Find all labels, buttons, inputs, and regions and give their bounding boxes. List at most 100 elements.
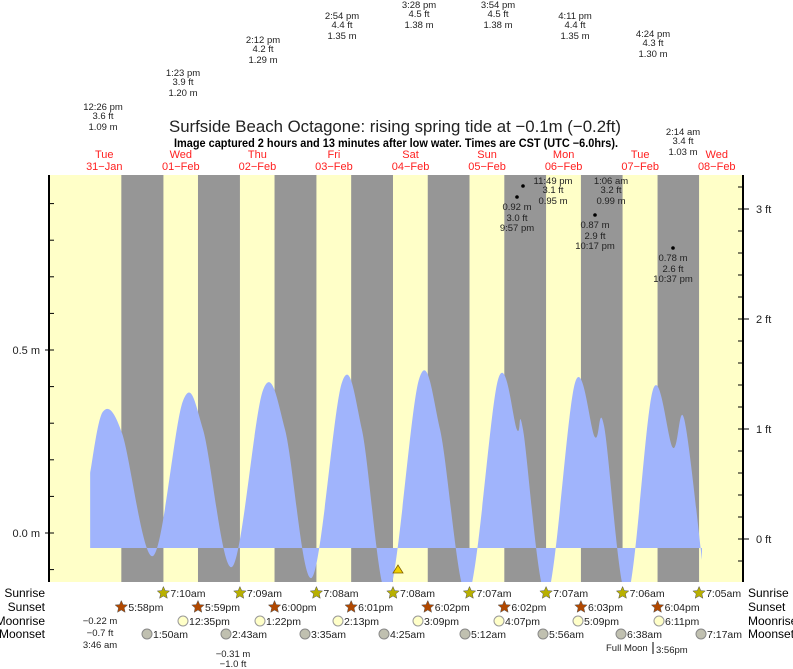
high-tide-dot [521,184,525,188]
sunset-icon [650,599,665,613]
sunset-icon [191,599,205,613]
sunset-time: 6:03pm [588,602,623,614]
dot-label-time: 9:57 pm [500,223,534,234]
moonset-time: 2:43am [232,629,267,641]
moon-phase-label: Full Moon [606,643,648,654]
sunrise-time: 7:07am [477,588,512,600]
high-tide-time: 3:28 pm [402,0,436,11]
moonrise-time: 4:07pm [505,616,540,628]
moonset-icon [459,628,471,640]
right-tick-label: 1 ft [756,424,771,436]
high-tide-m: 1.35 m [327,31,356,42]
left-tick-label: 0.0 m [12,528,40,540]
sunrise-time: 7:05am [706,588,741,600]
chart-subtitle: Image captured 2 hours and 13 minutes af… [174,138,618,150]
sunrise-icon [462,585,477,599]
low-tide-m: −0.31 m [216,649,251,660]
right-tick-label: 0 ft [756,534,771,546]
sunset-time: 6:01pm [358,602,393,614]
high-tide-m: 0.99 m [596,196,625,207]
dot-label-time: 10:17 pm [575,241,615,252]
day-name-label: Tue [95,149,114,161]
current-time-marker-icon [392,564,404,574]
sunset-icon [497,599,512,613]
moonrise-icon [332,615,344,627]
sunset-icon [344,599,358,613]
high-tide-ft: 3.6 ft [92,111,113,122]
high-tide-m: 1.29 m [248,55,277,66]
sunset-time: 5:58pm [128,602,163,614]
high-tide-time: 3:54 pm [481,0,515,11]
high-tide-m: 1.35 m [560,31,589,42]
high-tide-time: 12:26 pm [83,102,123,113]
day-name-label: Tue [631,149,650,161]
sunset-time: 6:02pm [435,602,470,614]
sunrise-icon [692,585,706,599]
sunset-time: 6:00pm [282,602,317,614]
moonrise-time: 2:13pm [344,616,379,628]
high-tide-m: 1.09 m [88,122,117,133]
moonset-time: 6:38am [627,629,662,641]
high-tide-ft: 4.5 ft [408,9,429,20]
low-tide-time: 3:46 am [83,640,117,651]
moonset-time: 3:35am [311,629,346,641]
sunrise-time: 7:08am [400,588,435,600]
moonrise-icon [412,615,424,627]
moonset-icon [220,628,232,640]
moonrise-icon [493,615,505,627]
moonrise-time: 12:35pm [189,616,230,628]
day-date-label: 31−Jan [86,161,122,173]
high-tide-ft: 3.4 ft [672,136,693,147]
day-date-label: 06−Feb [545,161,583,173]
row-label-sunrise: Sunrise [4,586,45,600]
moonset-icon [299,628,311,640]
row-label-moonrise-right: Moonrise [748,614,793,628]
sunrise-time: 7:09am [247,588,282,600]
high-tide-ft: 3.1 ft [542,185,563,196]
moonrise-icon [177,615,189,627]
right-tick-label: 3 ft [756,204,771,216]
high-tide-m: 1.30 m [638,49,667,60]
moonrise-time: 5:09pm [584,616,619,628]
tide-area [90,370,702,582]
moonrise-icon [572,615,584,627]
dot-label-time: 10:37 pm [653,274,693,285]
tide-dot [515,195,519,199]
moonrise-time: 3:09pm [424,616,459,628]
high-tide-time: 4:11 pm [558,11,592,22]
high-tide-ft: 3.2 ft [600,185,621,196]
tide-dot [593,213,597,217]
high-tide-m: 0.95 m [538,196,567,207]
high-tide-ft: 4.4 ft [564,20,585,31]
left-tick-label: 0.5 m [12,345,40,357]
day-date-label: 05−Feb [468,161,506,173]
dot-label-m: 0.92 m [502,202,531,213]
dot-label-ft: 2.6 ft [662,264,683,275]
day-date-label: 04−Feb [392,161,430,173]
moonrise-icon [653,615,665,627]
moonset-icon [695,628,707,640]
sunset-icon [574,599,588,613]
day-date-label: 07−Feb [621,161,659,173]
moonset-time: 1:50am [153,629,188,641]
high-tide-ft: 4.4 ft [331,20,352,31]
day-name-label: Mon [553,149,574,161]
dot-label-ft: 2.9 ft [584,231,605,242]
high-tide-time: 2:54 pm [325,11,359,22]
sunrise-icon [386,585,400,599]
sunset-icon [420,599,435,613]
sunset-time: 6:04pm [665,602,700,614]
day-date-label: 08−Feb [698,161,736,173]
sunrise-icon [156,585,171,599]
sunrise-icon [615,585,630,599]
sunset-time: 6:02pm [511,602,546,614]
moonset-time: 5:56am [549,629,584,641]
moonset-time: 5:12am [471,629,506,641]
day-date-label: 03−Feb [315,161,353,173]
high-tide-m: 1.38 m [483,20,512,31]
row-label-moonrise: Moonrise [0,614,45,628]
high-tide-m: 1.38 m [404,20,433,31]
moonrise-time: 6:11pm [665,616,699,628]
row-label-sunrise-right: Sunrise [748,586,789,600]
high-tide-ft: 3.9 ft [172,77,193,88]
